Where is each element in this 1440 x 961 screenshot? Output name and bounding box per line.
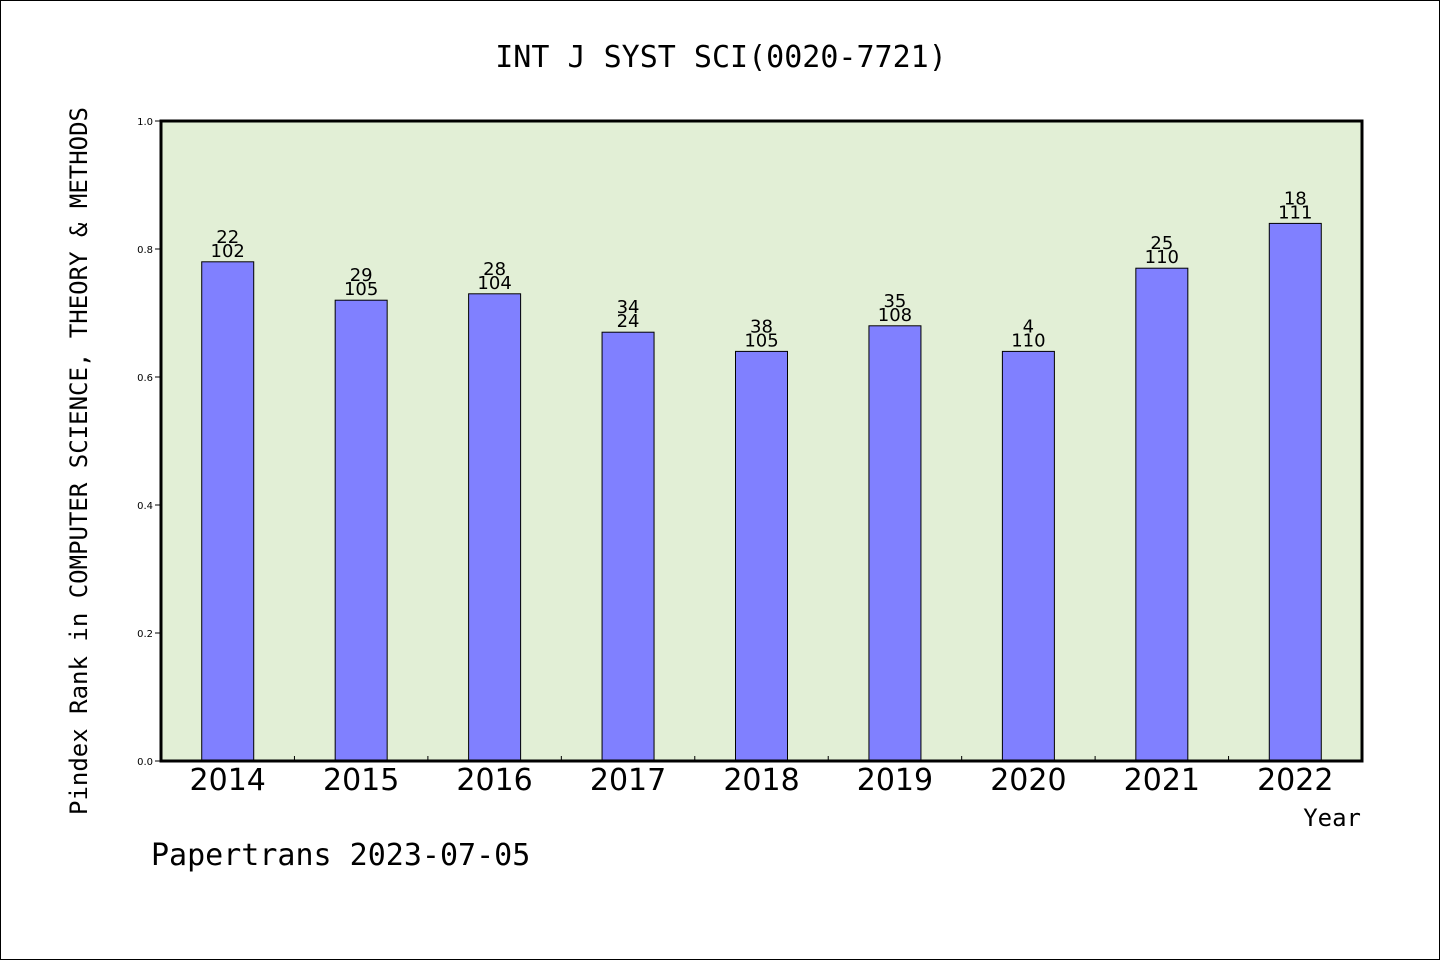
y-tick-label: 1.0: [137, 117, 153, 128]
x-tick-label: 2015: [323, 763, 399, 798]
bars-layer: [201, 222, 1322, 762]
data-label-bottom: 105: [344, 279, 378, 300]
data-label-top: 34: [617, 297, 640, 318]
data-label-top: 22: [216, 227, 239, 248]
footer-credit: Papertrans 2023-07-05: [151, 838, 530, 873]
bar-2021: [1135, 267, 1189, 762]
bar-2016: [468, 293, 522, 762]
bar-2022: [1268, 222, 1322, 762]
x-axis-label: Year: [1303, 804, 1361, 832]
bar-2019: [868, 325, 922, 762]
data-label-bottom: 24: [617, 311, 640, 332]
data-label-top: 28: [483, 259, 506, 280]
data-label-bottom: 104: [477, 273, 511, 294]
data-label-top: 25: [1150, 233, 1173, 254]
data-label-bottom: 110: [1011, 330, 1045, 351]
x-tick-label: 2019: [857, 763, 933, 798]
x-tick-label: 2020: [990, 763, 1066, 798]
y-tick-label: 0.2: [137, 629, 153, 640]
data-label-bottom: 111: [1278, 202, 1312, 223]
bar-2017: [601, 331, 655, 762]
bar-2018: [735, 350, 788, 762]
data-label-top: 35: [883, 291, 906, 312]
y-tick-label: 0.8: [137, 245, 153, 256]
chart-title: INT J SYST SCI(0020-7721): [495, 40, 947, 75]
x-tick-label: 2016: [456, 763, 532, 798]
y-tick-label: 0.6: [137, 373, 153, 384]
y-tick-label: 0.0: [137, 757, 153, 768]
y-axis-label: Pindex Rank in COMPUTER SCIENCE, THEORY …: [65, 107, 93, 815]
x-tick-label: 2022: [1257, 763, 1333, 798]
y-tick-label: 0.4: [137, 501, 153, 512]
data-label-bottom: 108: [878, 305, 912, 326]
data-label-top: 18: [1284, 188, 1307, 209]
bar-2020: [1001, 350, 1055, 762]
x-tick-label: 2017: [590, 763, 666, 798]
data-label-bottom: 110: [1145, 247, 1179, 268]
data-label-bottom: 105: [744, 330, 778, 351]
data-label-top: 4: [1023, 316, 1034, 337]
x-tick-label: 2021: [1124, 763, 1200, 798]
bar-2014: [201, 261, 255, 762]
x-tick-label: 2014: [190, 763, 266, 798]
data-label-top: 29: [350, 265, 373, 286]
x-tick-label: 2018: [723, 763, 799, 798]
data-label-top: 38: [750, 316, 773, 337]
labels-layer: 2014221022015291052016281042017342420183…: [190, 188, 1334, 798]
plot-border: [159, 119, 1364, 763]
data-label-bottom: 102: [211, 241, 245, 262]
bar-2015: [334, 299, 388, 762]
ticks-layer: 0.0 0.2 0.4 0.6 0.8 1.0: [137, 117, 1230, 768]
